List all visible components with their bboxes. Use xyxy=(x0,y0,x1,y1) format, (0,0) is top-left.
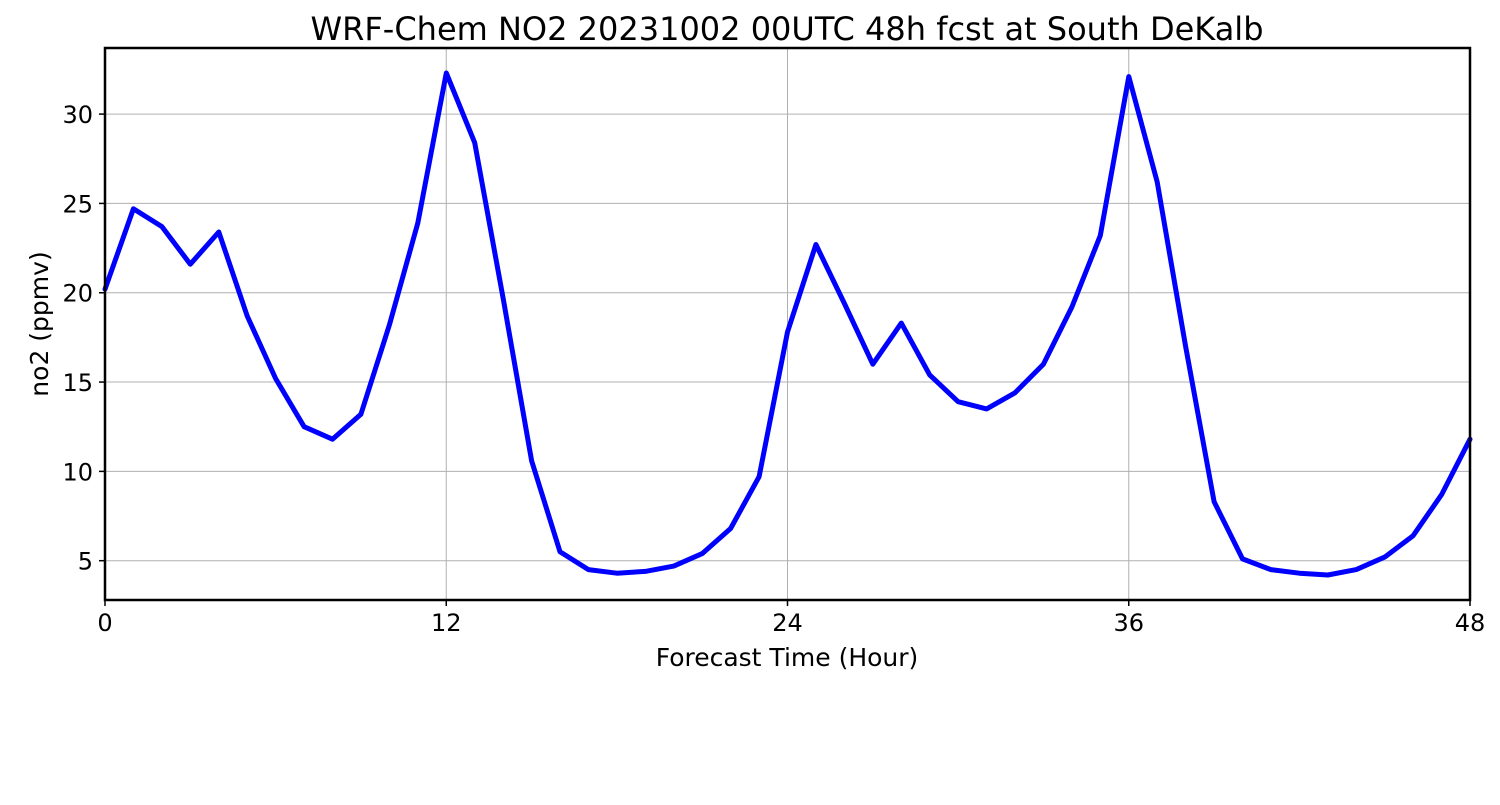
series-layer xyxy=(102,70,1473,578)
ticks: 0 12 24 36 48 5 10 15 20 25 30 xyxy=(62,101,1485,637)
y-tick-label: 5 xyxy=(78,548,93,576)
x-tick-label: 48 xyxy=(1455,609,1486,637)
x-tick-label: 36 xyxy=(1113,609,1144,637)
y-axis-label: no2 (ppmv) xyxy=(25,251,54,396)
y-tick-label: 20 xyxy=(62,280,93,308)
y-tick-label: 25 xyxy=(62,190,93,218)
y-tick-label: 15 xyxy=(62,369,93,397)
x-tick-label: 0 xyxy=(97,609,112,637)
chart-title: WRF-Chem NO2 20231002 00UTC 48h fcst at … xyxy=(311,10,1264,48)
y-tick-label: 10 xyxy=(62,458,93,486)
series-line-no2 xyxy=(102,70,1473,578)
x-tick-label: 24 xyxy=(772,609,803,637)
y-tick-label: 30 xyxy=(62,101,93,129)
x-tick-label: 12 xyxy=(431,609,462,637)
x-axis-label: Forecast Time (Hour) xyxy=(656,643,919,672)
